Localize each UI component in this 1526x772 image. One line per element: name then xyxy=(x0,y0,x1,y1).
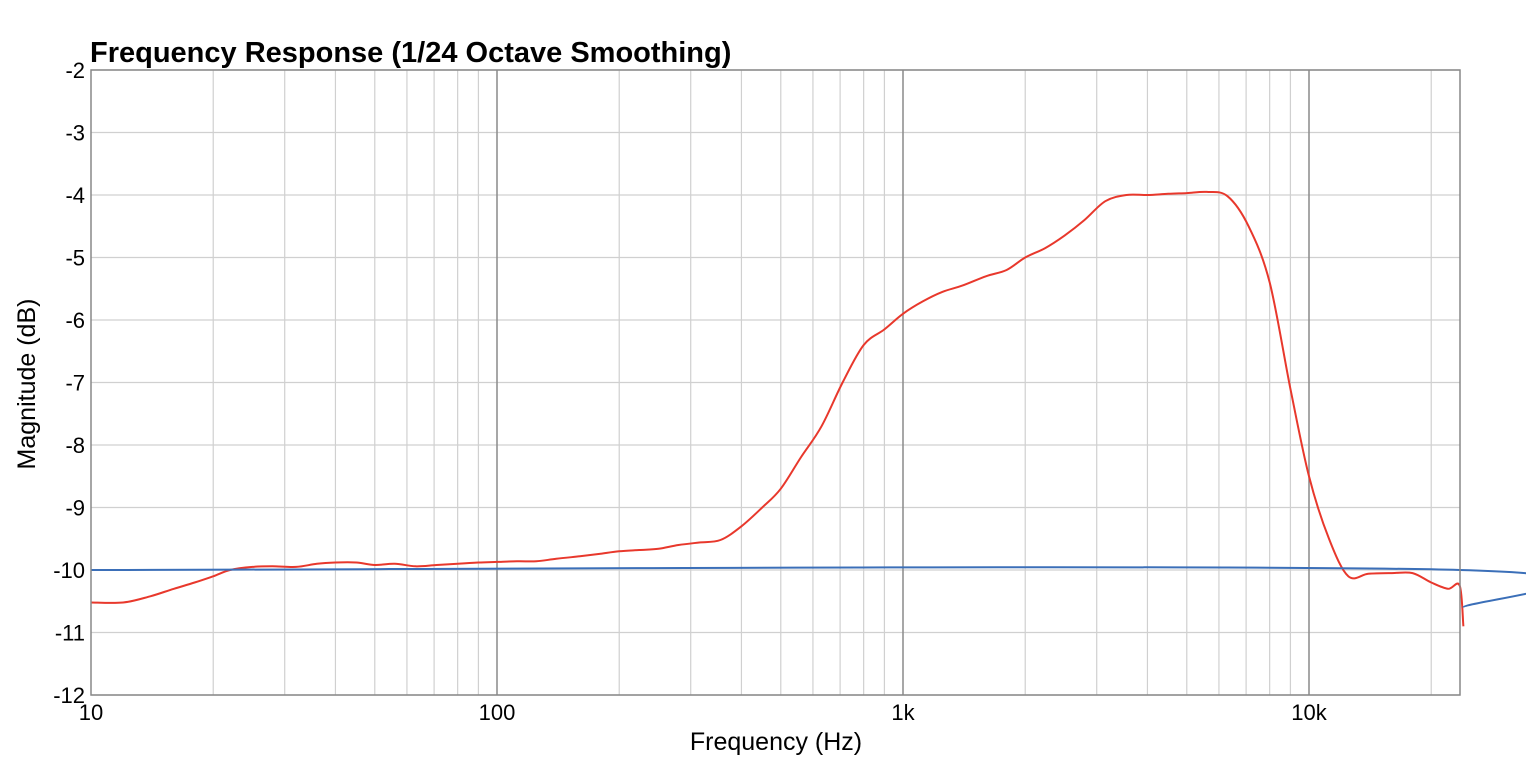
y-tick-label: -5 xyxy=(65,246,85,271)
y-tick-label: -9 xyxy=(65,496,85,521)
plot-frame xyxy=(90,69,1461,696)
major-grid xyxy=(496,70,1310,695)
y-tick-label: -11 xyxy=(55,621,85,646)
x-tick-label: 1k xyxy=(891,700,915,725)
y-axis-label: Magnitude (dB) xyxy=(13,299,41,470)
x-tick-label: 10 xyxy=(79,700,103,725)
x-tick-labels: 10 100 1k 10k xyxy=(79,700,1328,725)
y-tick-labels: -2 -3 -4 -5 -6 -7 -8 -9 -10 -11 -12 xyxy=(53,58,85,708)
y-tick-label: -12 xyxy=(53,683,85,708)
y-tick-label: -7 xyxy=(65,371,85,396)
measured-response-line xyxy=(90,190,1465,627)
minor-grid xyxy=(91,69,1460,696)
y-tick-label: -4 xyxy=(65,183,85,208)
reference-line xyxy=(90,566,1526,609)
x-tick-label: 10k xyxy=(1291,700,1327,725)
chart-title: Frequency Response (1/24 Octave Smoothin… xyxy=(90,37,731,69)
y-tick-label: -6 xyxy=(65,308,85,333)
y-tick-label: -2 xyxy=(65,58,85,83)
y-tick-label: -8 xyxy=(65,433,85,458)
x-axis-label: Frequency (Hz) xyxy=(690,728,862,756)
series-layer xyxy=(90,190,1526,627)
y-tick-label: -3 xyxy=(65,121,85,146)
y-tick-label: -10 xyxy=(53,558,85,583)
x-tick-label: 100 xyxy=(479,700,516,725)
